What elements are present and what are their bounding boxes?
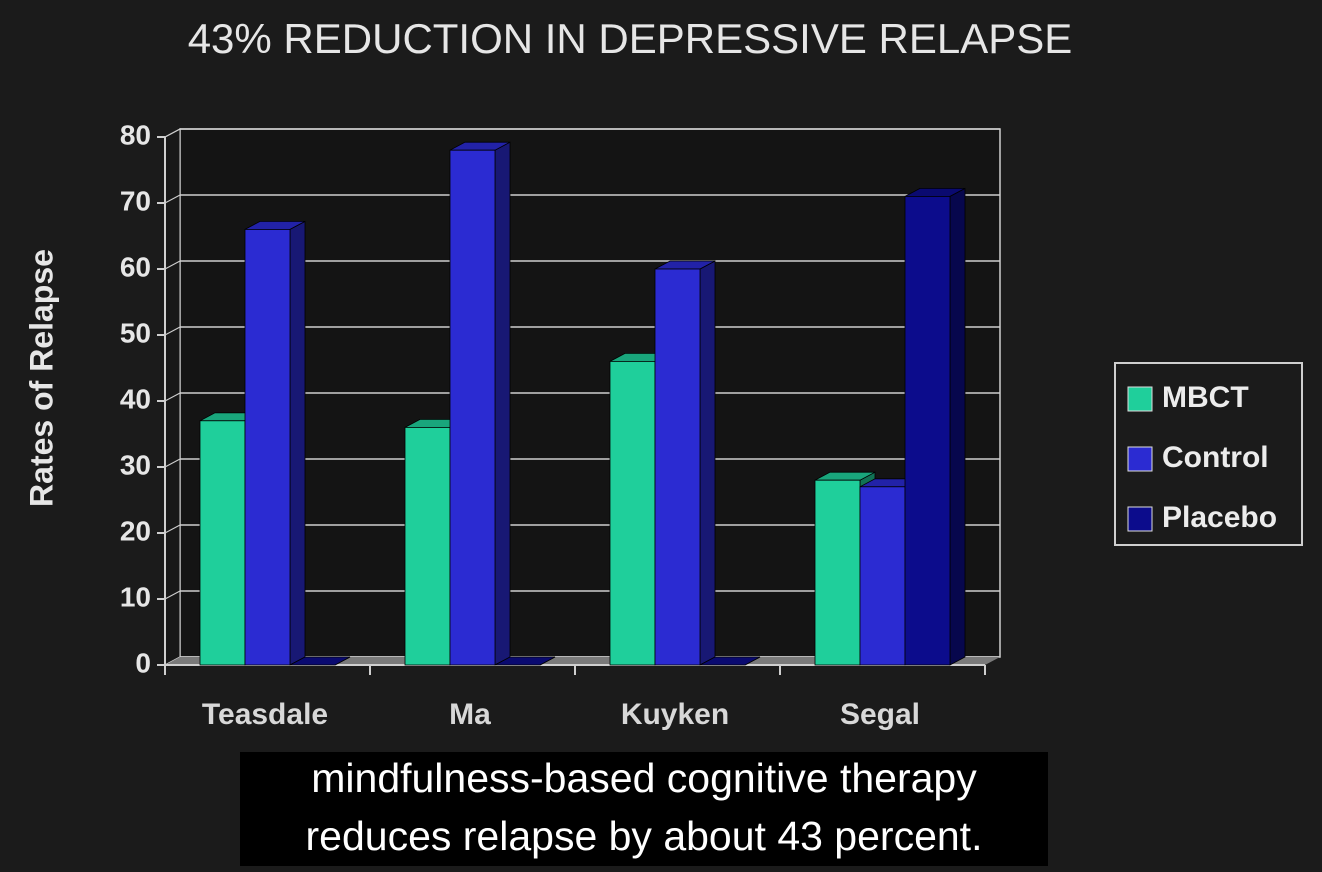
caption-line: mindfulness-based cognitive therapy xyxy=(311,755,977,801)
grid-line xyxy=(164,326,181,336)
caption-box xyxy=(240,752,1048,866)
caption-line: reduces relapse by about 43 percent. xyxy=(306,813,983,859)
chart-title: 43% REDUCTION IN DEPRESSIVE RELAPSE xyxy=(188,15,1073,62)
bar xyxy=(244,228,291,666)
y-tick-label: 50 xyxy=(120,317,151,348)
bar-top xyxy=(494,656,556,666)
y-tick-label: 70 xyxy=(120,185,151,216)
grid-line xyxy=(164,194,181,204)
bar-side xyxy=(699,260,716,666)
y-tick-label: 40 xyxy=(120,383,151,414)
y-tick-label: 60 xyxy=(120,251,151,282)
floor xyxy=(165,657,1000,665)
y-tick-label: 20 xyxy=(120,515,151,546)
grid-line xyxy=(164,524,181,534)
bar xyxy=(199,420,246,666)
bar-top xyxy=(289,656,351,666)
legend-swatch xyxy=(1127,506,1153,532)
legend-swatch xyxy=(1127,446,1153,472)
y-tick-label: 80 xyxy=(120,119,151,150)
x-tick-label: Segal xyxy=(840,698,920,731)
bar xyxy=(904,195,951,666)
bar xyxy=(654,268,701,666)
x-tick-label: Kuyken xyxy=(621,698,729,731)
y-axis-label: Rates of Relapse xyxy=(23,249,59,507)
bar-side xyxy=(494,141,511,666)
bar-side xyxy=(949,187,966,666)
bar xyxy=(609,360,656,666)
legend-label: Placebo xyxy=(1162,501,1277,534)
grid-line xyxy=(164,392,181,402)
bar xyxy=(449,149,496,666)
x-tick-label: Ma xyxy=(449,698,491,731)
y-tick-label: 30 xyxy=(120,449,151,480)
bar-top xyxy=(699,656,761,666)
grid-line xyxy=(164,260,181,270)
grid-line xyxy=(164,458,181,468)
legend-swatch xyxy=(1127,386,1153,412)
bar-side xyxy=(289,220,306,666)
bar xyxy=(404,426,451,666)
plot-area: 0 10 20 30 40 50 60 70 80 xyxy=(120,119,1001,678)
grid-line xyxy=(164,590,181,600)
legend-label: Control xyxy=(1162,441,1269,474)
legend-label: MBCT xyxy=(1162,381,1249,414)
bar xyxy=(859,486,906,666)
y-tick-label: 10 xyxy=(120,581,151,612)
x-tick-label: Teasdale xyxy=(202,698,328,731)
grid-line xyxy=(164,128,181,138)
y-tick-label: 0 xyxy=(135,647,151,678)
bar xyxy=(814,479,861,666)
